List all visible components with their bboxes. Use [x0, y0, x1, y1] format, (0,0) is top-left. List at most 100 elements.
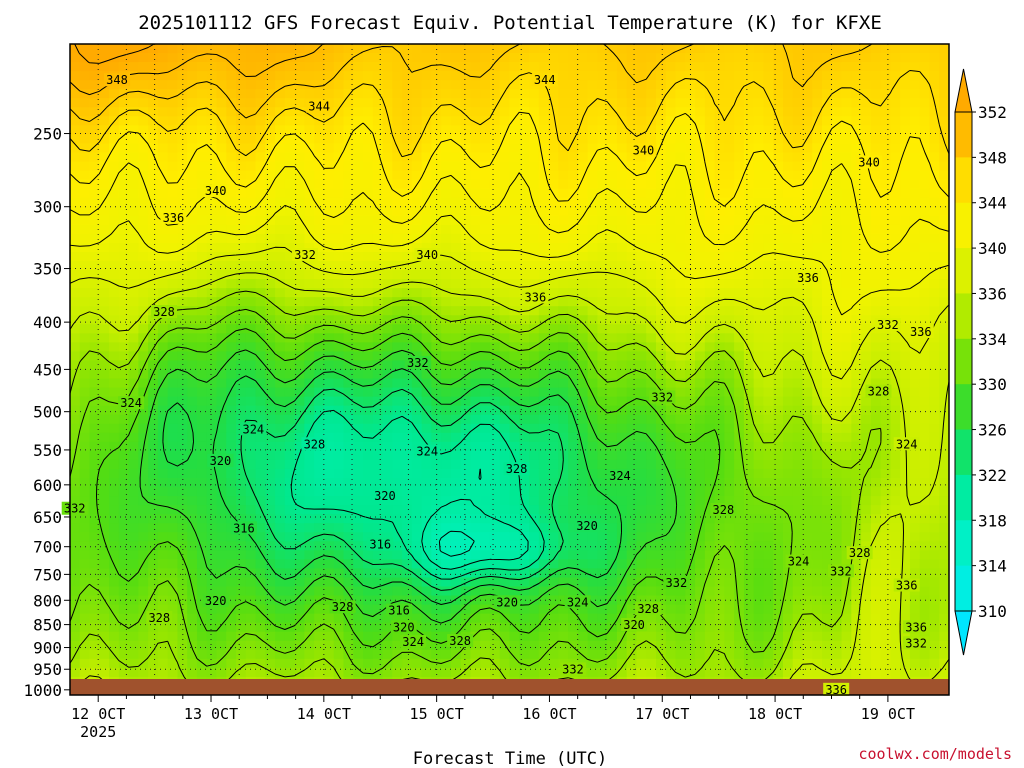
heat-cell — [636, 351, 647, 362]
heat-cell — [831, 224, 843, 235]
heat-cell — [802, 342, 813, 353]
heat-cell — [314, 450, 325, 461]
heat-cell — [509, 89, 520, 99]
heat-cell — [538, 188, 550, 199]
heat-cell — [782, 152, 794, 163]
heat-cell — [372, 80, 384, 90]
heat-cell — [656, 242, 667, 253]
heat-cell — [626, 279, 638, 289]
heat-cell — [890, 53, 901, 63]
heat-cell — [900, 116, 911, 126]
heat-cell — [665, 44, 677, 54]
heat-cell — [714, 89, 725, 99]
heat-cell — [831, 324, 843, 334]
heat-cell — [919, 179, 931, 190]
heat-cell — [558, 306, 569, 316]
heat-cell — [89, 116, 100, 126]
heat-cell — [441, 505, 452, 515]
heat-cell — [226, 233, 237, 244]
heat-cell — [333, 396, 345, 407]
heat-cell — [822, 342, 833, 353]
heat-cell — [675, 405, 686, 416]
heat-cell — [577, 423, 589, 434]
heat-cell — [265, 242, 276, 253]
heat-cell — [79, 288, 91, 298]
heat-cell — [538, 89, 550, 99]
heat-cell — [138, 541, 149, 551]
heat-cell — [450, 532, 462, 542]
heat-cell — [587, 297, 598, 307]
heat-cell — [480, 297, 491, 307]
heat-cell — [236, 532, 247, 542]
heat-cell — [236, 351, 247, 362]
heat-cell — [568, 242, 579, 253]
heat-cell — [831, 125, 843, 136]
heat-cell — [509, 251, 520, 262]
heat-cell — [441, 396, 452, 407]
heat-cell — [519, 441, 530, 452]
heat-cell — [157, 125, 169, 136]
heat-cell — [450, 342, 462, 353]
heat-cell — [411, 161, 423, 172]
heat-cell — [558, 432, 569, 443]
heat-cell — [616, 414, 628, 425]
heat-cell — [109, 188, 120, 199]
heat-cell — [743, 459, 755, 470]
heat-cell — [323, 306, 335, 316]
heat-cell — [880, 134, 891, 145]
heat-cell — [89, 532, 100, 542]
heat-cell — [382, 270, 393, 280]
heat-cell — [587, 224, 598, 235]
heat-cell — [294, 514, 305, 524]
heat-cell — [841, 405, 852, 416]
heat-cell — [646, 315, 657, 325]
heat-cell — [128, 179, 139, 190]
heat-cell — [548, 378, 559, 389]
heat-cell — [841, 170, 852, 181]
heat-cell — [919, 387, 931, 398]
heat-cell — [675, 80, 686, 90]
heat-cell — [148, 107, 159, 117]
heat-cell — [148, 143, 159, 154]
heat-cell — [441, 306, 452, 316]
heat-cell — [909, 496, 921, 506]
heat-cell — [196, 116, 208, 126]
heat-cell — [421, 71, 432, 81]
heat-cell — [441, 279, 452, 289]
heat-cell — [773, 468, 784, 479]
heat-cell — [909, 369, 921, 380]
heat-cell — [411, 170, 423, 181]
heat-cell — [851, 206, 862, 217]
heat-cell — [704, 514, 716, 524]
heat-cell — [441, 261, 452, 271]
heat-cell — [109, 242, 120, 253]
heat-cell — [568, 116, 579, 126]
heat-cell — [363, 396, 374, 407]
heat-cell — [773, 261, 784, 271]
heat-cell — [304, 333, 315, 343]
heat-cell — [255, 188, 266, 199]
heat-cell — [841, 432, 852, 443]
heat-cell — [558, 125, 569, 136]
heat-cell — [157, 342, 169, 353]
heat-cell — [626, 125, 638, 136]
heat-cell — [157, 143, 169, 154]
heat-cell — [704, 134, 716, 145]
heat-cell — [284, 441, 296, 452]
heat-cell — [333, 432, 345, 443]
heat-cell — [646, 478, 657, 488]
heat-cell — [812, 134, 823, 145]
heat-cell — [499, 288, 511, 298]
heat-cell — [392, 288, 403, 298]
heat-cell — [695, 450, 706, 461]
heat-cell — [245, 261, 257, 271]
heat-cell — [734, 496, 745, 506]
heat-cell — [675, 396, 686, 407]
heat-cell — [734, 478, 745, 488]
heat-cell — [392, 396, 403, 407]
heat-cell — [245, 242, 257, 253]
heat-cell — [763, 378, 774, 389]
heat-cell — [99, 541, 110, 551]
heat-cell — [714, 125, 725, 136]
heat-cell — [587, 261, 598, 271]
